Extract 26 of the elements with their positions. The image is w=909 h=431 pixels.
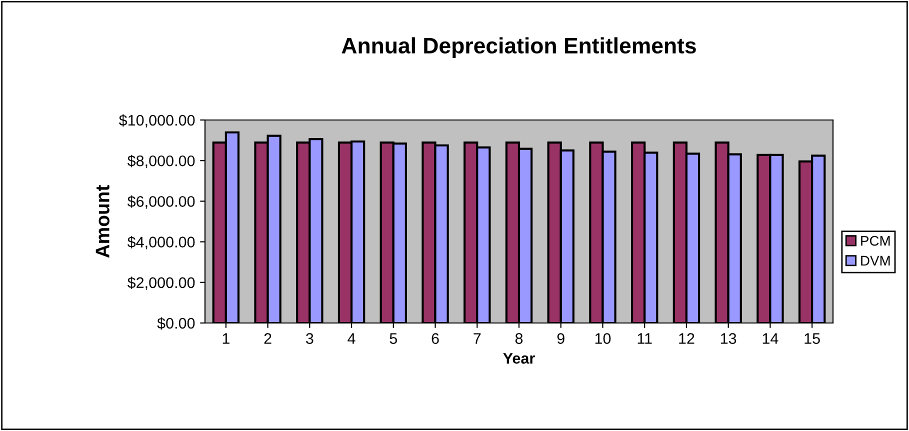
x-tick-label: 3	[306, 333, 314, 344]
x-tick-label: 11	[638, 333, 652, 344]
y-axis-title: Amount	[96, 185, 110, 258]
y-tick-label: $2,000.00	[127, 276, 195, 290]
x-tick-label: 6	[432, 333, 439, 344]
x-tick-label: 2	[264, 333, 272, 344]
y-tick-label: $4,000.00	[127, 236, 195, 250]
x-tick-label: 15	[804, 333, 820, 344]
y-tick-label: $0.00	[157, 317, 195, 330]
x-tick-label: 4	[348, 333, 356, 344]
x-tick-label: 1	[222, 333, 230, 344]
y-tick-label: $10,000.00	[118, 114, 195, 128]
x-axis-title: Year	[503, 353, 535, 364]
chart-title: Annual Depreciation Entitlements	[342, 37, 696, 58]
legend-label: DVM	[861, 256, 890, 266]
x-tick-label: 5	[390, 333, 398, 344]
x-tick-label: 12	[679, 333, 694, 344]
x-tick-label: 7	[474, 333, 481, 344]
legend-label: PCM	[861, 236, 890, 246]
x-tick-label: 13	[721, 333, 736, 344]
x-tick-label: 9	[557, 333, 564, 344]
x-tick-label: 14	[762, 333, 778, 344]
x-tick-label: 10	[595, 333, 611, 344]
y-tick-label: $8,000.00	[127, 154, 195, 168]
y-tick-label: $6,000.00	[127, 195, 195, 209]
x-tick-label: 8	[515, 333, 523, 344]
